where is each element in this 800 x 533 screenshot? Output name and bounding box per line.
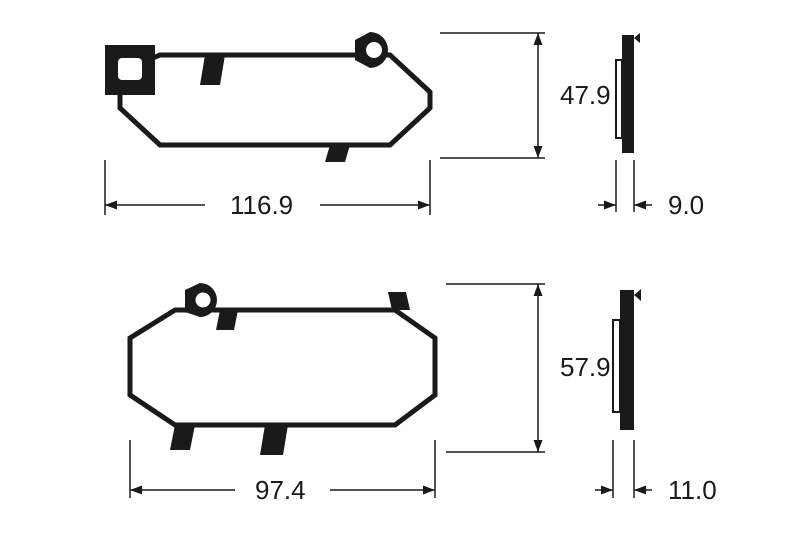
pad2-height-value: 57.9 bbox=[560, 352, 611, 383]
pad1-thickness-value: 9.0 bbox=[668, 190, 704, 221]
pad1-side bbox=[616, 33, 640, 153]
pad1-height-value: 47.9 bbox=[560, 80, 611, 111]
pad2-thickness-value: 11.0 bbox=[668, 475, 717, 506]
pad1-thickness-dim bbox=[598, 160, 652, 212]
pad1-face bbox=[105, 32, 430, 162]
pad2-face bbox=[130, 283, 435, 455]
pad2-thickness-dim bbox=[595, 440, 652, 498]
diagram-svg bbox=[0, 0, 800, 533]
pad2-height-dim bbox=[446, 284, 545, 452]
pad1-height-dim bbox=[440, 33, 545, 158]
pad2-side bbox=[613, 289, 641, 430]
pad1-width-value: 116.9 bbox=[230, 190, 293, 221]
brake-pad-diagram: 116.9 47.9 9.0 97.4 57.9 11.0 bbox=[0, 0, 800, 533]
pad2-width-value: 97.4 bbox=[255, 475, 306, 506]
